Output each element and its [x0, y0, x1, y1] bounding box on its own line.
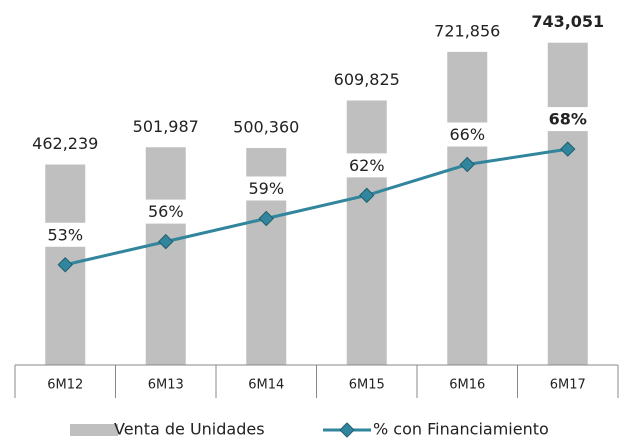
- bar-value-label: 462,239: [32, 134, 98, 153]
- label-box: [545, 107, 590, 132]
- label-box: [344, 153, 389, 178]
- legend-label: % con Financiamiento: [373, 420, 549, 439]
- line-marker: [560, 141, 576, 157]
- bar: [145, 147, 186, 365]
- bar: [447, 51, 488, 365]
- line-value-label: 68%: [549, 110, 587, 129]
- line-marker: [57, 257, 73, 273]
- line-value-label: 62%: [349, 156, 385, 175]
- x-tick-label: 6M14: [248, 378, 284, 393]
- line-value-label: 53%: [47, 225, 83, 244]
- line-marker: [158, 233, 174, 250]
- line-series: [64, 147, 568, 267]
- label-box: [143, 199, 188, 224]
- line-marker: [258, 210, 274, 227]
- label-box: [445, 122, 490, 147]
- line-value-label: 56%: [148, 202, 184, 221]
- bar-value-label: 500,360: [233, 117, 299, 136]
- bar-value-label: 743,051: [531, 12, 604, 31]
- x-tick-label: 6M16: [449, 378, 485, 393]
- bar: [547, 42, 588, 365]
- x-tick-label: 6M12: [47, 378, 83, 393]
- label-box: [43, 222, 88, 247]
- line-marker: [359, 187, 375, 204]
- legend-marker: [339, 422, 355, 438]
- x-tick-label: 6M13: [148, 378, 184, 393]
- bar-value-label: 609,825: [334, 70, 400, 89]
- label-box: [244, 176, 289, 201]
- x-tick-label: 6M17: [550, 378, 586, 393]
- bar: [346, 100, 387, 365]
- legend-swatch: [70, 424, 118, 436]
- line-marker: [459, 156, 475, 173]
- line-value-label: 59%: [248, 179, 284, 198]
- bar-value-label: 721,856: [434, 21, 500, 40]
- x-tick-label: 6M15: [349, 378, 385, 393]
- line-value-label: 66%: [449, 125, 485, 144]
- bar-value-label: 501,987: [133, 117, 199, 136]
- legend-label: Venta de Unidades: [114, 420, 265, 439]
